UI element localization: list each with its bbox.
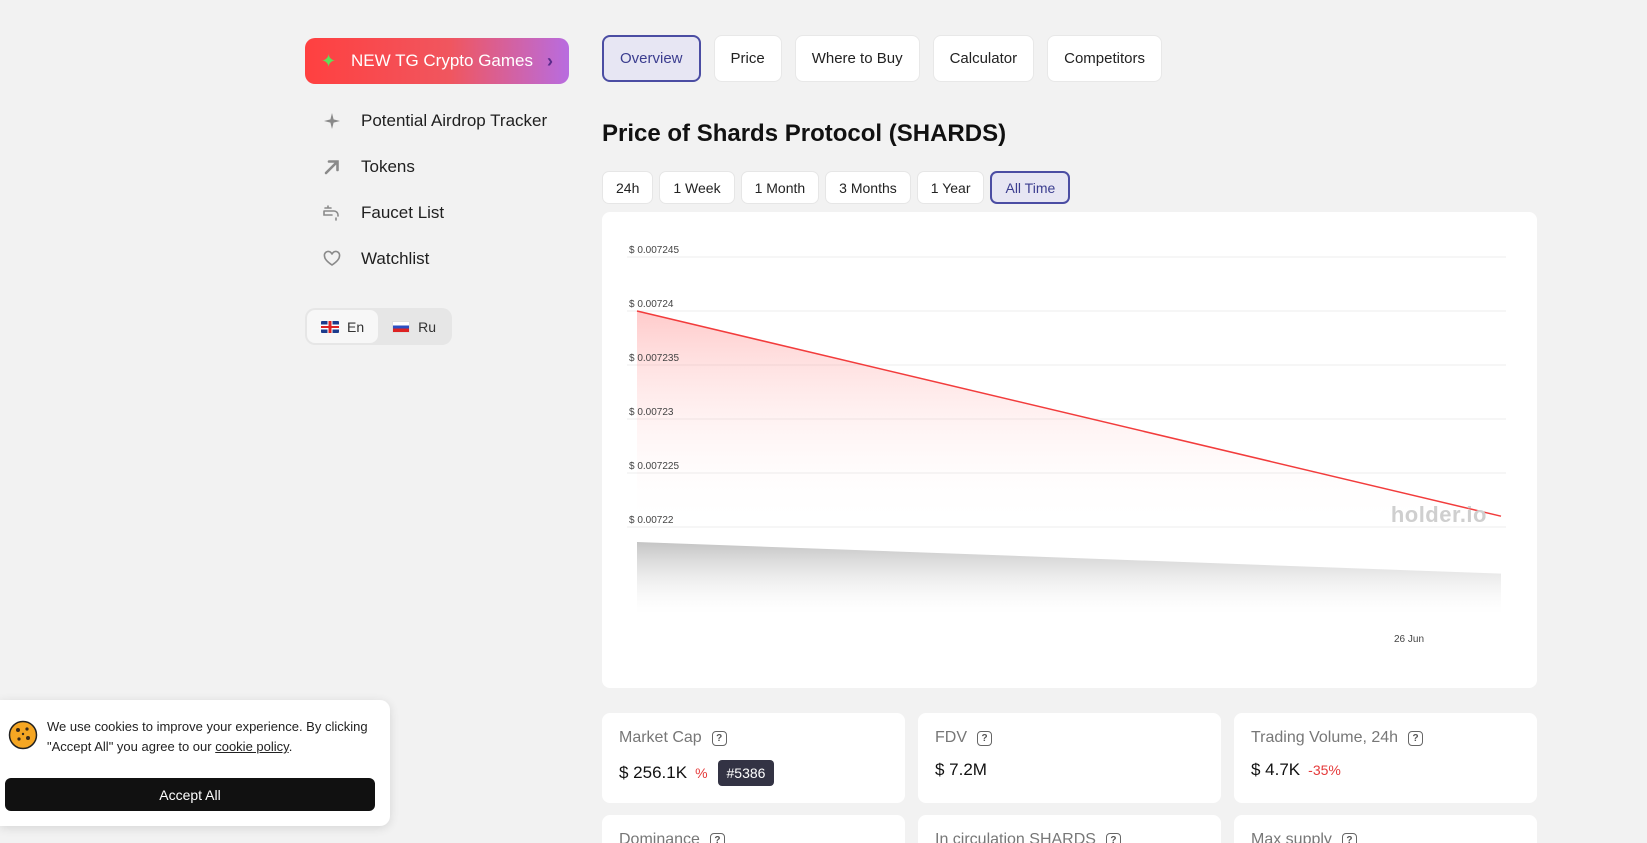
sidebar-item-watchlist[interactable]: Watchlist [305, 236, 569, 282]
y-tick-label: $ 0.00724 [629, 299, 674, 310]
stat-label: Trading Volume, 24h [1251, 729, 1399, 746]
rank-badge: #5386 [717, 760, 775, 786]
y-tick-label: $ 0.00723 [629, 407, 674, 418]
cookie-icon [8, 720, 38, 750]
volume-area [637, 542, 1501, 614]
help-icon[interactable]: ? [977, 730, 992, 746]
faucet-icon [321, 202, 343, 224]
sidebar: ✦ NEW TG Crypto Games › Potential Airdro… [305, 38, 569, 345]
main-content: Overview Price Where to Buy Calculator C… [602, 35, 1537, 843]
y-tick-label: $ 0.007235 [629, 353, 679, 364]
sparkle-icon [321, 110, 343, 132]
promo-label: NEW TG Crypto Games [351, 51, 533, 70]
uk-flag-icon [321, 320, 339, 333]
stat-label: Dominance [619, 831, 700, 843]
tab-calculator[interactable]: Calculator [932, 35, 1035, 82]
help-icon[interactable]: ? [709, 832, 725, 843]
price-chart[interactable]: $ 0.007245 $ 0.00724 $ 0.007235 $ 0.00723 $ … [602, 212, 1537, 688]
sparkle-icon: ✦ [321, 50, 337, 71]
range-1-month-button[interactable]: 1 Month [740, 171, 820, 204]
range-24h-button[interactable]: 24h [602, 171, 654, 204]
tab-competitors[interactable]: Competitors [1047, 35, 1162, 82]
y-tick-label: $ 0.007225 [629, 461, 679, 472]
price-chart-svg: $ 0.007245 $ 0.00724 $ 0.007235 $ 0.00723 $ … [627, 245, 1506, 645]
stats-grid: Market Cap ? $ 256.1K % #5386 FDV ? $ 7.… [602, 713, 1537, 843]
stat-label: Market Cap [619, 729, 702, 746]
sidebar-nav: Potential Airdrop Tracker Tokens Faucet … [305, 98, 569, 282]
help-icon[interactable]: ? [1105, 832, 1121, 843]
price-area [637, 311, 1501, 527]
tab-where-to-buy[interactable]: Where to Buy [794, 35, 920, 82]
cookie-banner: We use cookies to improve your experienc… [0, 700, 390, 826]
help-icon[interactable]: ? [1341, 832, 1357, 843]
stat-dominance: Dominance ? [602, 815, 905, 843]
range-all-time-button[interactable]: All Time [990, 171, 1071, 204]
accept-all-button[interactable]: Accept All [5, 778, 375, 811]
cookie-text-end: . [288, 739, 293, 754]
language-en-button[interactable]: En [307, 310, 379, 343]
promo-banner-button[interactable]: ✦ NEW TG Crypto Games › [305, 38, 569, 84]
trading-volume-change: -35% [1308, 762, 1341, 778]
x-tick-label: 26 Jun [1394, 634, 1424, 645]
stat-label: In circulation SHARDS [935, 831, 1096, 843]
sidebar-item-airdrop-tracker[interactable]: Potential Airdrop Tracker [305, 98, 569, 144]
stat-in-circulation: In circulation SHARDS ? [918, 815, 1221, 843]
russia-flag-icon [392, 320, 411, 333]
language-label: Ru [418, 318, 437, 335]
sidebar-item-tokens[interactable]: Tokens [305, 144, 569, 190]
range-1-year-button[interactable]: 1 Year [916, 171, 985, 204]
stat-label: Max supply [1251, 831, 1332, 843]
sidebar-item-label: Watchlist [361, 249, 430, 268]
range-3-months-button[interactable]: 3 Months [825, 171, 911, 204]
stat-market-cap: Market Cap ? $ 256.1K % #5386 [602, 713, 905, 803]
chevron-right-icon: › [547, 50, 553, 71]
market-cap-change: % [695, 765, 708, 781]
y-tick-label: $ 0.00722 [629, 515, 674, 526]
help-icon[interactable]: ? [1408, 730, 1424, 746]
language-label: En [347, 318, 365, 335]
tab-overview[interactable]: Overview [602, 35, 701, 82]
arrow-up-right-icon [321, 156, 343, 178]
tab-price[interactable]: Price [713, 35, 782, 82]
stat-label: FDV [935, 729, 967, 746]
sidebar-item-label: Potential Airdrop Tracker [361, 111, 548, 130]
range-1-week-button[interactable]: 1 Week [659, 171, 735, 204]
fdv-value: $ 7.2M [935, 760, 987, 779]
help-icon[interactable]: ? [711, 730, 727, 746]
stat-max-supply: Max supply ? [1234, 815, 1537, 843]
holder-io-watermark: holder.io [1390, 502, 1487, 527]
stat-trading-volume: Trading Volume, 24h ? $ 4.7K -35% [1234, 713, 1537, 803]
language-switcher: En Ru [305, 308, 453, 345]
time-range-selector: 24h 1 Week 1 Month 3 Months 1 Year All T… [602, 171, 1537, 204]
market-cap-value: $ 256.1K [619, 763, 688, 782]
page-tabs: Overview Price Where to Buy Calculator C… [602, 35, 1537, 82]
sidebar-item-faucet-list[interactable]: Faucet List [305, 190, 569, 236]
sidebar-item-label: Faucet List [361, 203, 445, 222]
trading-volume-value: $ 4.7K [1251, 760, 1301, 779]
page-title: Price of Shards Protocol (SHARDS) [602, 120, 1007, 147]
cookie-text: We use cookies to improve your experienc… [47, 719, 368, 754]
price-line [636, 310, 1502, 517]
sidebar-item-label: Tokens [361, 157, 415, 176]
stat-fdv: FDV ? $ 7.2M [918, 713, 1221, 803]
y-tick-label: $ 0.007245 [629, 245, 679, 256]
cookie-message: We use cookies to improve your experienc… [47, 717, 377, 757]
language-ru-button[interactable]: Ru [378, 310, 450, 343]
cookie-policy-link[interactable]: cookie policy [215, 739, 289, 754]
heart-icon [321, 248, 343, 270]
